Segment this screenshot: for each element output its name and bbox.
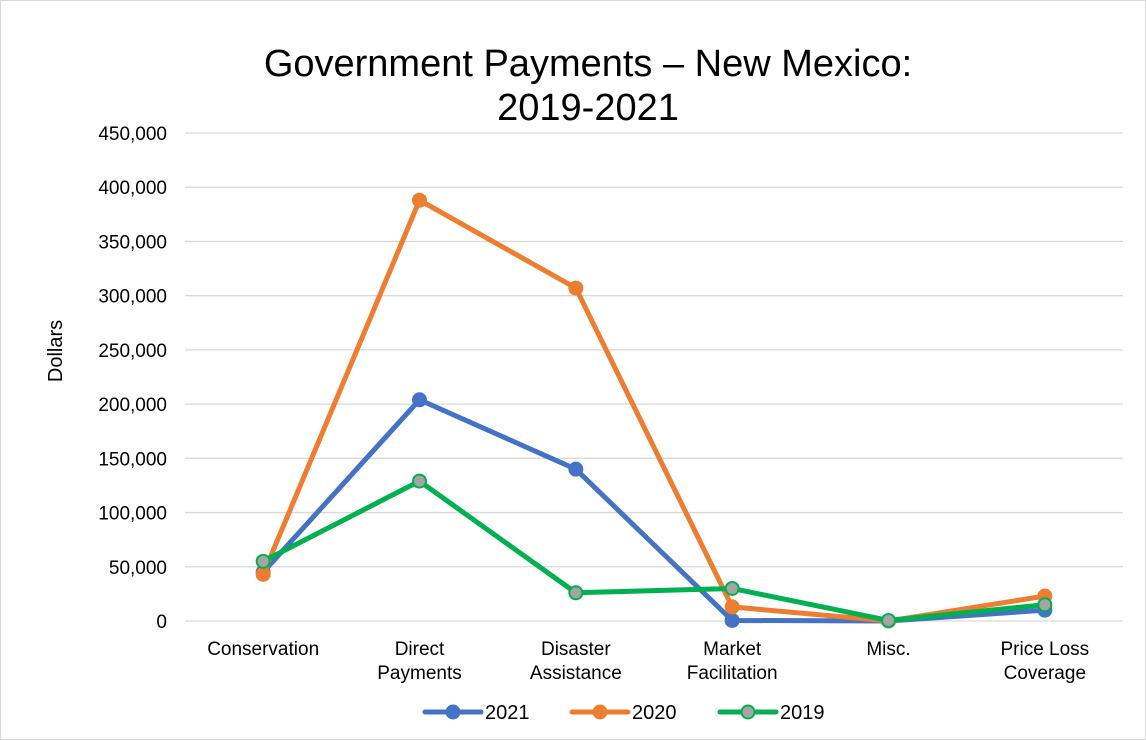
data-point — [724, 580, 740, 596]
legend-marker — [592, 704, 608, 720]
data-point — [412, 473, 427, 489]
series-line — [260, 197, 1048, 624]
x-tick-label-line: Market — [703, 639, 762, 660]
y-tick-label: 400,000 — [98, 178, 167, 199]
data-point — [255, 553, 271, 569]
series-2019 — [255, 473, 1053, 628]
y-tick-label: 300,000 — [98, 287, 167, 308]
legend-marker — [445, 704, 461, 720]
data-point — [568, 585, 584, 601]
x-tick-label: Misc. — [866, 639, 910, 660]
series-group — [255, 192, 1053, 629]
x-tick-label-line: Assistance — [530, 663, 622, 684]
y-tick-label: 150,000 — [98, 449, 167, 470]
chart-title-line-1: Government Payments – New Mexico: — [264, 43, 912, 85]
series-line — [260, 478, 1048, 623]
series-2020 — [255, 192, 1053, 629]
gridlines — [185, 132, 1123, 622]
x-tick-label-line: Coverage — [1004, 663, 1086, 684]
y-axis-title: Dollars — [45, 320, 67, 382]
chart-title-line-2: 2019-2021 — [497, 87, 679, 129]
y-tick-label: 450,000 — [98, 124, 167, 145]
x-tick-label-line: Conservation — [207, 639, 319, 660]
x-tick-label: Price Loss Coverage — [1000, 639, 1089, 684]
data-point — [412, 192, 427, 208]
x-tick-label-line: Disaster — [541, 639, 611, 660]
x-tick-label-line: Payments — [377, 663, 461, 684]
y-tick-label: 50,000 — [109, 558, 167, 579]
data-point — [568, 280, 584, 296]
x-tick-label-line: Direct — [395, 639, 445, 660]
x-tick-label: Conservation — [207, 639, 319, 660]
legend-label: 2019 — [780, 702, 825, 724]
legend-item-2021: 2021 — [422, 702, 530, 724]
series-line — [260, 397, 1048, 624]
data-point — [412, 392, 427, 408]
legend: 2021 2020 2019 — [422, 702, 825, 724]
x-tick-labels: Conservation Direct Payments Disaster Assist… — [207, 639, 1089, 684]
legend-item-2020: 2020 — [569, 702, 677, 724]
y-tick-label: 350,000 — [98, 232, 167, 253]
data-point — [255, 566, 271, 582]
x-tick-label-line: Misc. — [866, 639, 910, 660]
legend-item-2019: 2019 — [717, 702, 825, 724]
legend-label: 2020 — [632, 702, 677, 724]
data-point — [568, 461, 584, 477]
y-tick-label: 200,000 — [98, 395, 167, 416]
y-tick-label: 100,000 — [98, 504, 167, 525]
x-tick-label: Direct Payments — [377, 639, 461, 684]
x-tick-label: Disaster Assistance — [530, 639, 622, 684]
y-tick-label: 250,000 — [98, 341, 167, 362]
x-tick-label: Market Facilitation — [687, 639, 778, 684]
data-point — [1037, 597, 1053, 613]
data-point — [724, 612, 740, 628]
y-tick-labels: 0 50,000 100,000 150,000 200,000 250,000 300,0… — [98, 124, 167, 633]
data-point — [881, 612, 896, 628]
x-tick-label-line: Price Loss — [1000, 639, 1089, 660]
x-tick-label-line: Facilitation — [687, 663, 778, 684]
legend-marker — [740, 704, 756, 720]
data-point — [724, 599, 740, 615]
y-tick-label: 0 — [156, 612, 167, 633]
legend-label: 2021 — [485, 702, 530, 724]
